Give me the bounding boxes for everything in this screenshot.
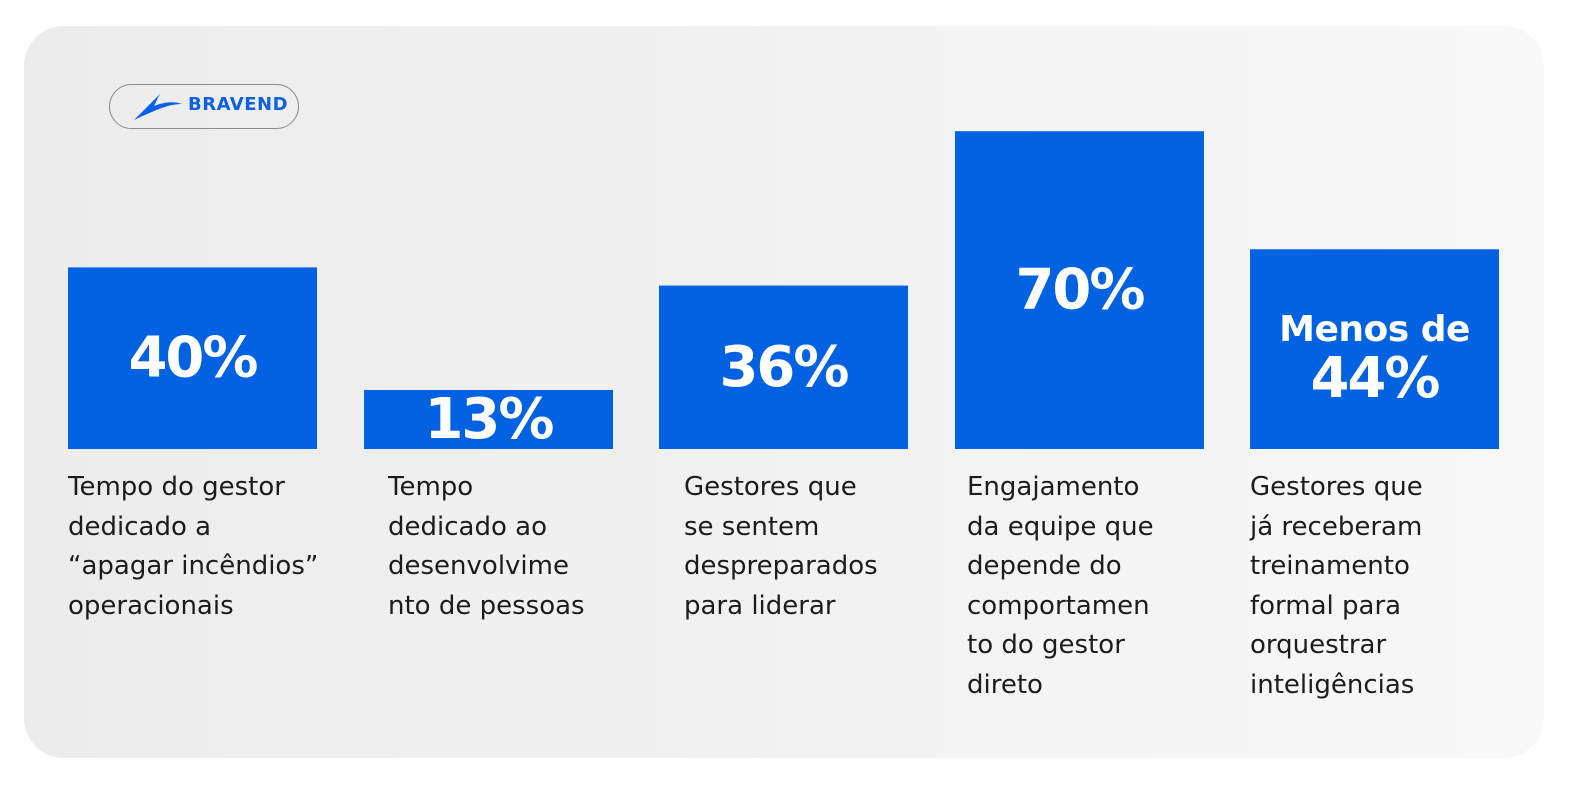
brand-logo: BRAVEND [109,84,299,129]
bar-5-prefix: Menos de [1279,309,1470,350]
bar-4-value-label: 70% [1015,258,1144,323]
bar-2-value-label: 13% [424,387,553,452]
bar-1 [68,267,317,449]
bar-5 [1250,249,1499,449]
bar-1-value-label: 40% [128,326,257,391]
bar-3-caption: Gestores que se sentem despreparados par… [684,472,878,621]
bird-logo-icon [134,94,182,120]
bar-2-caption: Tempo dedicado ao desenvolvime nto de pe… [388,472,585,621]
bar-5-caption: Gestores que já receberam treinamento fo… [1250,472,1423,700]
bar-4-caption: Engajamento da equipe que depende do com… [967,472,1154,700]
brand-wordmark: BRAVEND [188,94,289,115]
bar-5-value-label: 44% [1310,346,1439,411]
bar-3-value-label: 36% [719,335,848,400]
bar-3 [659,285,908,449]
bar-2 [364,389,613,449]
bar-4 [955,131,1204,449]
bar-1-caption: Tempo do gestor dedicado a “apagar incên… [68,472,319,621]
